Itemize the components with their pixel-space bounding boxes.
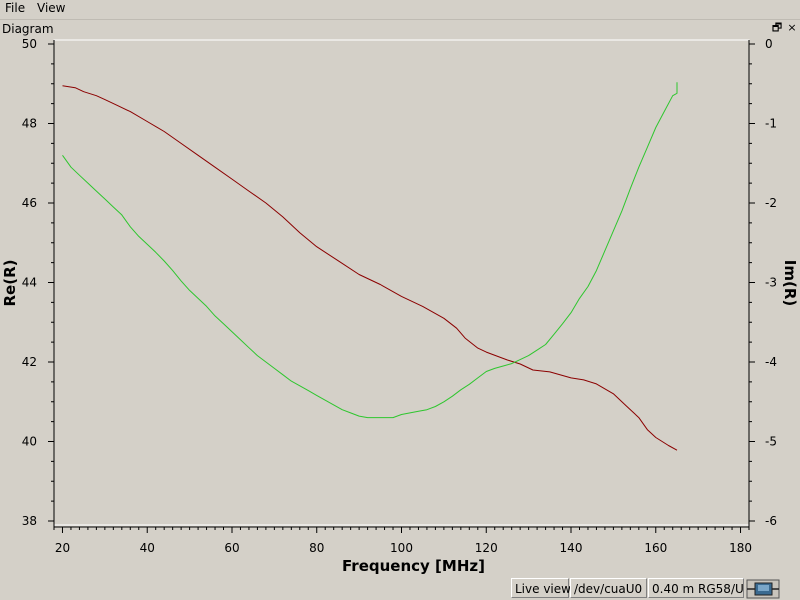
- left-tick-label: 38: [22, 514, 37, 528]
- bottom-tick-label: 140: [560, 541, 583, 555]
- left-tick-label: 48: [22, 117, 37, 131]
- bottom-tick-label: 80: [309, 541, 324, 555]
- bottom-tick-label: 20: [55, 541, 70, 555]
- close-panel-icon[interactable]: ×: [787, 21, 797, 34]
- bottom-tick-label: 120: [475, 541, 498, 555]
- left-tick-label: 44: [22, 276, 37, 290]
- status-device: /dev/cuaU0: [570, 578, 647, 598]
- bottom-tick-label: 100: [390, 541, 413, 555]
- right-tick-label: -5: [765, 435, 777, 449]
- y-axis-title: Re(R): [1, 260, 19, 307]
- right-tick-label: -3: [765, 276, 777, 290]
- status-cable: 0.40 m RG58/U: [648, 578, 744, 598]
- y2-axis-title: Im(R): [781, 260, 799, 306]
- menu-bar: File View: [0, 0, 800, 18]
- x-axis-title: Frequency [MHz]: [342, 557, 485, 575]
- status-mode: Live view: [511, 578, 571, 598]
- menu-file[interactable]: File: [5, 1, 26, 15]
- impedance-chart: 38 40 42 44 46 48 50 0 -1 -2 -3 -4 -5 -6 20 40 60 80 100 12…: [1, 37, 799, 575]
- menu-view[interactable]: View: [37, 1, 66, 15]
- bottom-tick-label: 160: [644, 541, 667, 555]
- series-re-line: [62, 85, 678, 451]
- float-panel-icon[interactable]: 🗗: [771, 21, 783, 34]
- analyzer-device-icon[interactable]: [746, 579, 780, 599]
- panel-title: Diagram: [2, 22, 54, 36]
- bottom-tick-label: 60: [224, 541, 239, 555]
- status-bar: Live view /dev/cuaU0 0.40 m RG58/U: [0, 578, 800, 600]
- left-tick-label: 42: [22, 355, 37, 369]
- series-im-line: [62, 82, 678, 419]
- right-tick-label: -1: [765, 117, 777, 131]
- left-tick-label: 46: [22, 196, 37, 210]
- diagram-panel-header: Diagram 🗗 ×: [0, 19, 800, 38]
- left-tick-label: 40: [22, 435, 37, 449]
- right-tick-label: -2: [765, 196, 777, 210]
- bottom-tick-label: 180: [729, 541, 752, 555]
- right-tick-label: -6: [765, 514, 777, 528]
- right-tick-label: -4: [765, 355, 777, 369]
- left-tick-label: 50: [22, 37, 37, 51]
- right-tick-label: 0: [765, 37, 773, 51]
- bottom-tick-label: 40: [140, 541, 155, 555]
- plot-frame: [53, 39, 750, 526]
